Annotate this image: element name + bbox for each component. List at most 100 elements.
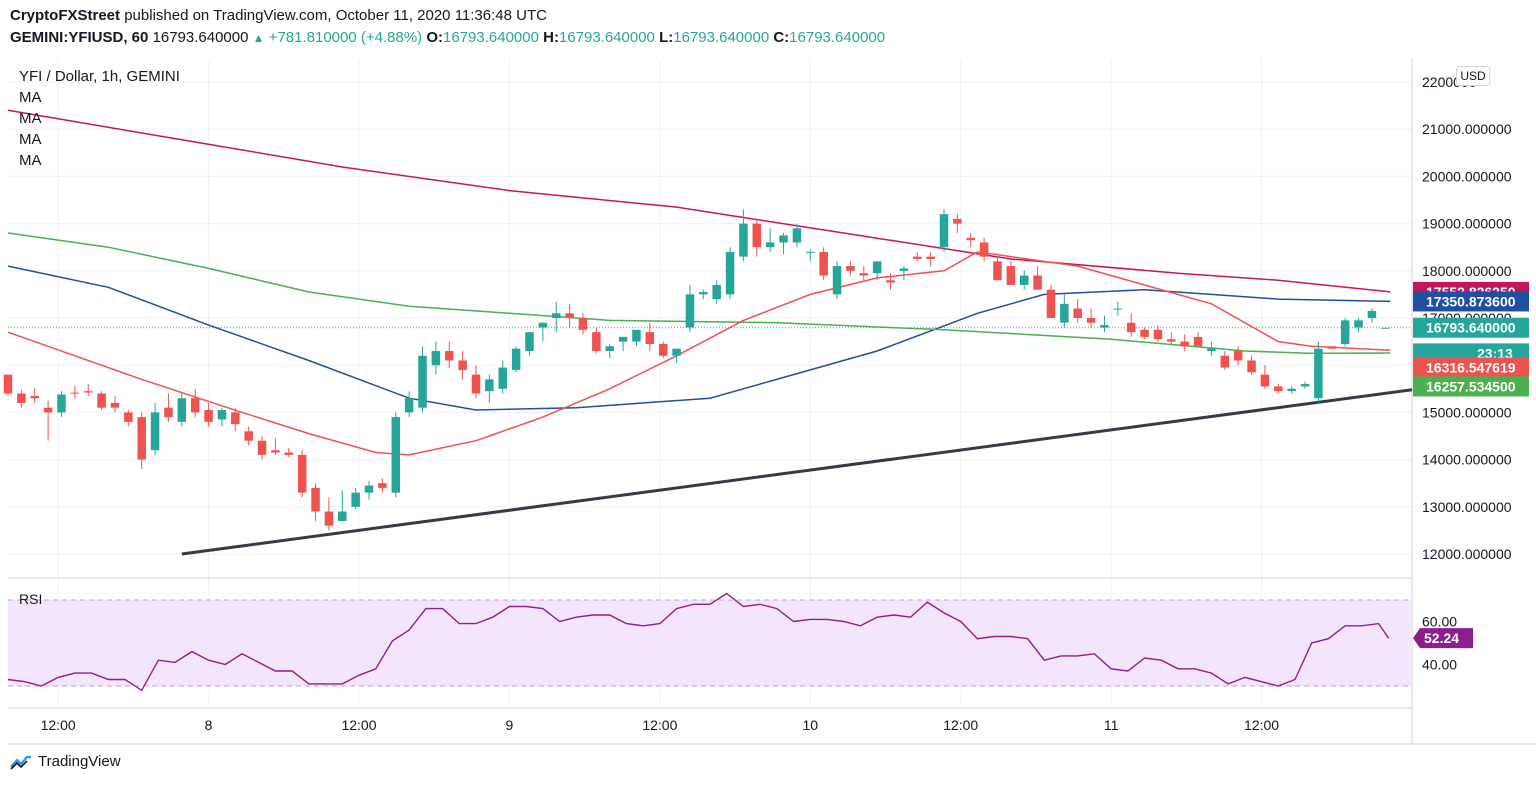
candle-body[interactable] xyxy=(806,251,815,253)
candle-body[interactable] xyxy=(592,332,601,352)
candle-body[interactable] xyxy=(1340,320,1350,344)
candle-body[interactable] xyxy=(57,394,66,413)
candle-body[interactable] xyxy=(338,511,347,521)
candle-body[interactable] xyxy=(926,256,935,259)
ma-legend-3[interactable]: MA xyxy=(19,131,42,148)
candle-body[interactable] xyxy=(364,485,374,493)
candle-body[interactable] xyxy=(83,391,93,393)
candle-body[interactable] xyxy=(471,374,481,394)
candle-body[interactable] xyxy=(1367,310,1377,318)
candle-body[interactable] xyxy=(966,237,975,241)
candle-body[interactable] xyxy=(137,417,146,460)
candle-body[interactable] xyxy=(979,242,989,257)
candle-body[interactable] xyxy=(1220,355,1230,368)
candle-body[interactable] xyxy=(1381,327,1390,329)
candle-body[interactable] xyxy=(404,398,414,413)
candle-body[interactable] xyxy=(872,261,882,274)
candle-body[interactable] xyxy=(645,332,655,344)
currency-button[interactable]: USD xyxy=(1456,66,1490,86)
candle-body[interactable] xyxy=(391,417,401,493)
candle-body[interactable] xyxy=(271,450,280,453)
candle-body[interactable] xyxy=(511,348,521,370)
candle-body[interactable] xyxy=(1314,348,1323,399)
candle-body[interactable] xyxy=(431,351,441,366)
candle-body[interactable] xyxy=(1167,339,1176,342)
candle-body[interactable] xyxy=(658,343,668,356)
candle-body[interactable] xyxy=(498,367,507,389)
candle-body[interactable] xyxy=(1274,386,1283,392)
candle-body[interactable] xyxy=(739,223,748,257)
candle-body[interactable] xyxy=(899,268,909,271)
candle-body[interactable] xyxy=(699,292,708,295)
candle-body[interactable] xyxy=(712,284,721,300)
candle-body[interactable] xyxy=(1287,388,1296,392)
candle-body[interactable] xyxy=(913,256,922,259)
candle-body[interactable] xyxy=(846,266,855,271)
candle-body[interactable] xyxy=(1019,275,1029,285)
candle-body[interactable] xyxy=(578,318,588,330)
candle-body[interactable] xyxy=(1233,351,1243,361)
candle-body[interactable] xyxy=(124,412,133,422)
candle-body[interactable] xyxy=(551,313,561,318)
candle-body[interactable] xyxy=(43,407,53,413)
candle-body[interactable] xyxy=(672,348,681,356)
candle-body[interactable] xyxy=(231,412,240,425)
candle-body[interactable] xyxy=(70,392,80,394)
candle-body[interactable] xyxy=(1354,320,1363,328)
candle-body[interactable] xyxy=(164,407,173,418)
candle-body[interactable] xyxy=(324,511,334,526)
candle-body[interactable] xyxy=(190,398,200,413)
candle-body[interactable] xyxy=(110,402,120,408)
tradingview-brand[interactable]: TradingView xyxy=(10,753,121,770)
candle-body[interactable] xyxy=(17,393,26,403)
candle-body[interactable] xyxy=(1247,360,1256,373)
candle-body[interactable] xyxy=(378,483,387,488)
candle-body[interactable] xyxy=(1193,336,1203,347)
candle-body[interactable] xyxy=(953,218,962,224)
candle-body[interactable] xyxy=(1140,329,1149,337)
candle-body[interactable] xyxy=(752,223,762,248)
candle-body[interactable] xyxy=(685,294,695,328)
candle-body[interactable] xyxy=(1060,303,1069,323)
candle-body[interactable] xyxy=(445,351,454,361)
candle-body[interactable] xyxy=(1100,325,1109,328)
ma-legend-2[interactable]: MA xyxy=(19,110,42,127)
candle-body[interactable] xyxy=(939,214,949,248)
candle-body[interactable] xyxy=(1300,384,1310,387)
candle-body[interactable] xyxy=(819,251,828,276)
candle-body[interactable] xyxy=(832,266,842,295)
candle-body[interactable] xyxy=(765,242,775,248)
candle-body[interactable] xyxy=(257,440,267,455)
candle-body[interactable] xyxy=(351,492,360,507)
candle-body[interactable] xyxy=(792,228,802,243)
candle-body[interactable] xyxy=(150,412,160,451)
candle-body[interactable] xyxy=(485,379,494,392)
ma-legend-4[interactable]: MA xyxy=(19,152,42,169)
candle-body[interactable] xyxy=(1006,266,1016,285)
candle-body[interactable] xyxy=(618,336,628,342)
candle-body[interactable] xyxy=(538,322,548,328)
candle-body[interactable] xyxy=(779,235,788,243)
candle-body[interactable] xyxy=(1153,329,1163,340)
ma-legend-1[interactable]: MA xyxy=(19,89,42,106)
candle-body[interactable] xyxy=(418,355,427,408)
candle-body[interactable] xyxy=(30,395,39,399)
candle-body[interactable] xyxy=(458,360,467,370)
candle-body[interactable] xyxy=(217,410,227,420)
candle-body[interactable] xyxy=(605,346,614,352)
candle-body[interactable] xyxy=(1073,308,1082,318)
candle-body[interactable] xyxy=(1033,275,1042,290)
candle-body[interactable] xyxy=(859,273,869,276)
candle-body[interactable] xyxy=(1126,322,1136,333)
candle-body[interactable] xyxy=(311,487,320,512)
candle-body[interactable] xyxy=(244,431,253,441)
candle-body[interactable] xyxy=(1113,308,1123,310)
candle-body[interactable] xyxy=(1327,346,1337,349)
candle-body[interactable] xyxy=(284,452,294,455)
candle-body[interactable] xyxy=(1180,341,1189,347)
candle-body[interactable] xyxy=(993,261,1002,281)
candle-body[interactable] xyxy=(1207,348,1216,352)
candle-body[interactable] xyxy=(632,329,641,342)
candle-body[interactable] xyxy=(725,251,735,295)
